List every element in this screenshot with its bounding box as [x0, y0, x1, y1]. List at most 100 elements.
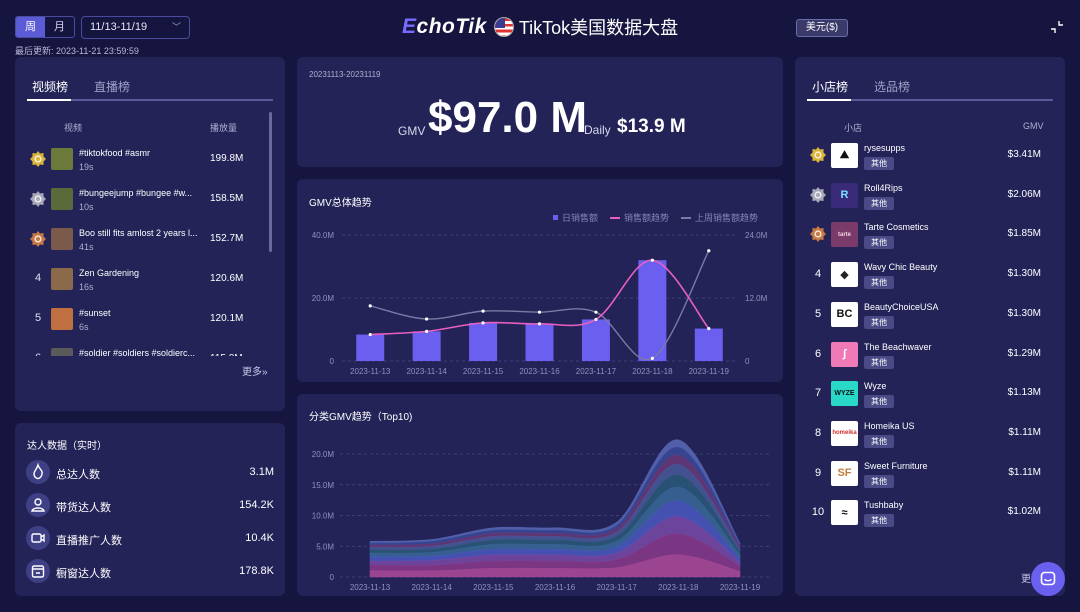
shop-logo-text: tarte [837, 231, 851, 238]
video-thumbnail[interactable] [51, 308, 73, 330]
bar-daily-sales [581, 319, 610, 361]
silver-medal-icon [809, 186, 827, 204]
shop-logo[interactable]: homeika [831, 420, 858, 446]
video-thumbnail[interactable] [51, 228, 73, 250]
shop-category-tag: 其他 [864, 276, 894, 290]
gold-medal-icon [809, 146, 827, 164]
shop-tab-underline [807, 99, 1053, 101]
shop-logo[interactable]: ◆ [831, 262, 858, 288]
shop-name[interactable]: BeautyChoiceUSA [864, 301, 939, 312]
shop-row[interactable]: ⛰ rysesupps 其他 $3.41M [807, 143, 1047, 179]
shop-row[interactable]: tarte Tarte Cosmetics 其他 $1.85M [807, 222, 1047, 258]
shop-name[interactable]: rysesupps [864, 143, 906, 153]
period-month-tab[interactable]: 月 [54, 21, 65, 33]
tab-live-ranking[interactable]: 直播榜 [94, 80, 131, 94]
creator-stat-row: 总达人数 3.1M [26, 460, 276, 486]
shop-logo[interactable]: ⛰ [831, 143, 858, 168]
video-row[interactable]: Boo still fits amlost 2 years l... 41s 152… [15, 222, 265, 262]
gmv-trend-chart: 0 0 20.0M 12.0M 40.0M 24.0M 2023-11-13 2023-11-… [312, 231, 768, 376]
fullscreen-icon[interactable] [1050, 20, 1064, 34]
point-last-week [707, 249, 711, 253]
video-thumbnail[interactable] [51, 348, 73, 356]
shop-row[interactable]: 10 ≈ Tushbaby 其他 $1.02M [807, 500, 1047, 536]
shop-name[interactable]: Wavy Chic Beauty [864, 262, 938, 273]
more-shops-link[interactable]: 更 [1021, 574, 1031, 585]
video-list-scrollbar[interactable] [269, 112, 272, 252]
category-gmv-title: 分类GMV趋势（Top10) [309, 412, 413, 423]
gmv-kpi-panel [297, 57, 783, 167]
shop-gmv: $1.30M [1007, 268, 1041, 280]
video-plays: 120.6M [210, 273, 244, 284]
bar-daily-sales [638, 260, 667, 361]
bag-user-icon [26, 493, 50, 517]
shop-logo[interactable]: BC [831, 301, 858, 327]
video-thumbnail[interactable] [51, 148, 73, 170]
video-title[interactable]: #soldier #soldiers #soldierc... [79, 348, 196, 356]
video-title[interactable]: Boo still fits amlost 2 years l... [79, 228, 198, 238]
shop-name[interactable]: Sweet Furniture [864, 460, 928, 471]
video-title[interactable]: #bungeejump #bungee #w... [79, 188, 193, 198]
creator-stat-value: 10.4K [245, 532, 274, 544]
shop-logo[interactable]: SF [831, 460, 858, 486]
shop-name[interactable]: The Beachwaver [864, 341, 932, 352]
shop-logo[interactable]: tarte [831, 222, 858, 248]
legend-last-week-trend[interactable]: 上周销售额趋势 [681, 211, 758, 224]
y-tick-label: 10.0M [312, 512, 335, 521]
period-toggle: 周 月 [15, 16, 75, 38]
shop-row[interactable]: 6 ∫ The Beachwaver 其他 $1.29M [807, 341, 1047, 378]
x-tick-label: 2023-11-13 [350, 583, 391, 592]
shop-row[interactable]: 5 BC BeautyChoiceUSA 其他 $1.30M [807, 301, 1047, 338]
shop-name[interactable]: Homeika US [864, 420, 915, 431]
y-tick-label: 20.0M [312, 294, 335, 303]
shop-rank: 5 [814, 307, 822, 320]
shop-logo[interactable]: ≈ [831, 500, 858, 526]
shop-name[interactable]: Tushbaby [864, 500, 904, 511]
video-row[interactable]: #tiktokfood #asmr 19s 199.8M [15, 142, 265, 182]
tab-video-ranking[interactable]: 视频榜 [32, 80, 69, 94]
creator-stat-label: 带货达人数 [56, 502, 111, 514]
shop-name[interactable]: Roll4Rips [864, 182, 903, 193]
video-row[interactable]: 5 #sunset 6s 120.1M [15, 302, 265, 342]
shop-logo[interactable]: R [831, 182, 858, 208]
shop-logo-text: ≈ [841, 506, 848, 519]
video-title[interactable]: Zen Gardening [79, 268, 140, 278]
currency-button[interactable]: 美元($) [796, 19, 848, 37]
shop-row[interactable]: 9 SF Sweet Furniture 其他 $1.11M [807, 460, 1047, 497]
more-videos-link[interactable]: 更多» [242, 367, 268, 378]
silver-medal-icon [29, 190, 47, 208]
video-row[interactable]: #bungeejump #bungee #w... 10s 158.5M [15, 182, 265, 222]
legend-sales-trend[interactable]: 销售额趋势 [610, 211, 669, 224]
creator-stat-value: 3.1M [249, 466, 274, 478]
legend-daily-sales[interactable]: 日销售额 [553, 211, 598, 224]
video-title[interactable]: #sunset [79, 308, 111, 318]
flame-icon [26, 460, 50, 484]
y-tick-label: 5.0M [316, 542, 334, 551]
chat-support-button[interactable] [1031, 562, 1065, 596]
tab-shop-ranking[interactable]: 小店榜 [812, 80, 849, 94]
shop-category-tag: 其他 [864, 355, 894, 369]
shop-row[interactable]: 4 ◆ Wavy Chic Beauty 其他 $1.30M [807, 262, 1047, 298]
video-rank: 5 [34, 312, 42, 324]
shop-name[interactable]: Wyze [864, 381, 887, 392]
video-thumbnail[interactable] [51, 268, 73, 290]
shop-row[interactable]: 7 WYZE Wyze 其他 $1.13M [807, 381, 1047, 417]
shop-row[interactable]: R Roll4Rips 其他 $2.06M [807, 182, 1047, 219]
shop-logo[interactable]: ∫ [831, 341, 858, 367]
video-duration: 41s [79, 242, 94, 252]
shop-row[interactable]: 8 homeika Homeika US 其他 $1.11M [807, 420, 1047, 457]
video-row[interactable]: 6 #soldier #soldiers #soldierc... 115.0M [15, 342, 265, 356]
shop-category-tag: 其他 [864, 196, 894, 210]
video-row[interactable]: 4 Zen Gardening 16s 120.6M [15, 262, 265, 302]
date-range-select[interactable]: 11/13-11/19 ﹀ [81, 16, 190, 39]
video-list: #tiktokfood #asmr 19s 199.8M #bungeejump #b… [15, 142, 265, 356]
tab-product-ranking[interactable]: 选品榜 [874, 80, 911, 94]
shop-logo[interactable]: WYZE [831, 381, 858, 407]
period-week-tab[interactable]: 周 [16, 17, 45, 37]
shop-name[interactable]: Tarte Cosmetics [864, 222, 929, 233]
video-title[interactable]: #tiktokfood #asmr [79, 148, 151, 158]
point-sales-trend [481, 321, 485, 325]
video-thumbnail[interactable] [51, 188, 73, 210]
creator-panel-title: 达人数据（实时） [27, 441, 107, 452]
shop-category-tag: 其他 [864, 236, 894, 250]
creator-stat-value: 154.2K [239, 499, 274, 511]
